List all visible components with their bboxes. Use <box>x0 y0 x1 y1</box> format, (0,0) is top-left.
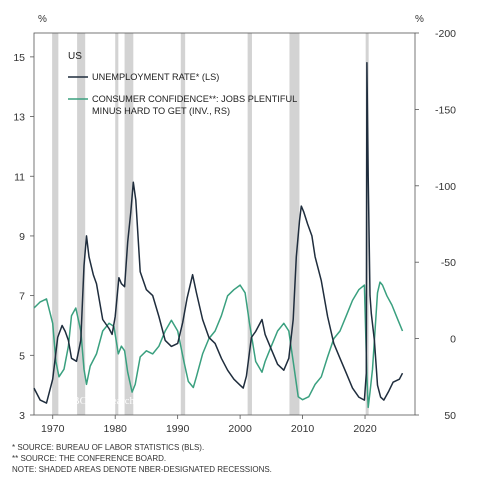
x-tick-label: 2020 <box>353 423 377 435</box>
right-tick-label: -150 <box>435 104 456 116</box>
x-tick-label: 2000 <box>228 423 252 435</box>
x-tick-label: 1970 <box>41 423 65 435</box>
recession-band <box>289 33 300 415</box>
left-tick-label: 15 <box>13 52 25 64</box>
right-tick-label: -50 <box>441 257 456 269</box>
left-tick-label: 13 <box>13 112 25 124</box>
legend-label-consumer-confidence: CONSUMER CONFIDENCE**: JOBS PLENTIFUL MI… <box>92 94 299 116</box>
x-tick-label: 1980 <box>104 423 128 435</box>
footnotes: * SOURCE: BUREAU OF LABOR STATISTICS (BL… <box>12 442 272 475</box>
right-axis: 50 0 -50 -100 -150 -200 <box>415 28 456 422</box>
footnote-conference-board: ** SOURCE: THE CONFERENCE BOARD. <box>12 454 167 463</box>
legend-region-label: US <box>68 51 82 62</box>
series-layer <box>33 62 404 409</box>
left-axis: 3 5 7 9 11 13 15 <box>13 52 34 422</box>
recession-band <box>52 33 59 415</box>
recession-band <box>247 33 252 415</box>
right-unit-label: % <box>415 14 424 25</box>
footnote-bls: * SOURCE: BUREAU OF LABOR STATISTICS (BL… <box>12 443 205 452</box>
right-tick-label: -200 <box>435 28 456 40</box>
recession-band <box>77 33 86 415</box>
recession-band <box>180 33 186 415</box>
x-tick-label: 1990 <box>166 423 190 435</box>
left-tick-label: 9 <box>19 231 25 243</box>
plot-frame <box>33 32 416 416</box>
recession-bands <box>52 33 369 415</box>
left-tick-label: 5 <box>19 350 25 362</box>
recession-band <box>115 33 119 415</box>
right-tick-label: 50 <box>444 410 456 422</box>
left-unit-label: % <box>38 14 47 25</box>
watermark: © BCA Research 2026 <box>62 396 158 407</box>
right-tick-label: 0 <box>450 334 456 346</box>
left-tick-label: 11 <box>14 171 25 183</box>
unemployment-rate-line <box>33 62 404 404</box>
right-tick-label: -100 <box>435 181 456 193</box>
legend-label-line-1: CONSUMER CONFIDENCE**: JOBS PLENTIFUL <box>92 94 297 104</box>
x-axis: 1970 1980 1990 2000 2010 2020 <box>41 415 377 435</box>
x-tick-label: 2010 <box>291 423 315 435</box>
left-tick-label: 3 <box>19 410 25 422</box>
footnote-recessions: NOTE: SHADED AREAS DENOTE NBER-DESIGNATE… <box>12 465 272 474</box>
legend: US UNEMPLOYMENT RATE* (LS) CONSUMER CONF… <box>68 51 299 116</box>
legend-label-line-2: MINUS HARD TO GET (INV., RS) <box>92 106 230 116</box>
legend-label-unemployment: UNEMPLOYMENT RATE* (LS) <box>92 72 219 82</box>
left-tick-label: 7 <box>19 291 25 303</box>
consumer-confidence-line <box>33 281 404 409</box>
